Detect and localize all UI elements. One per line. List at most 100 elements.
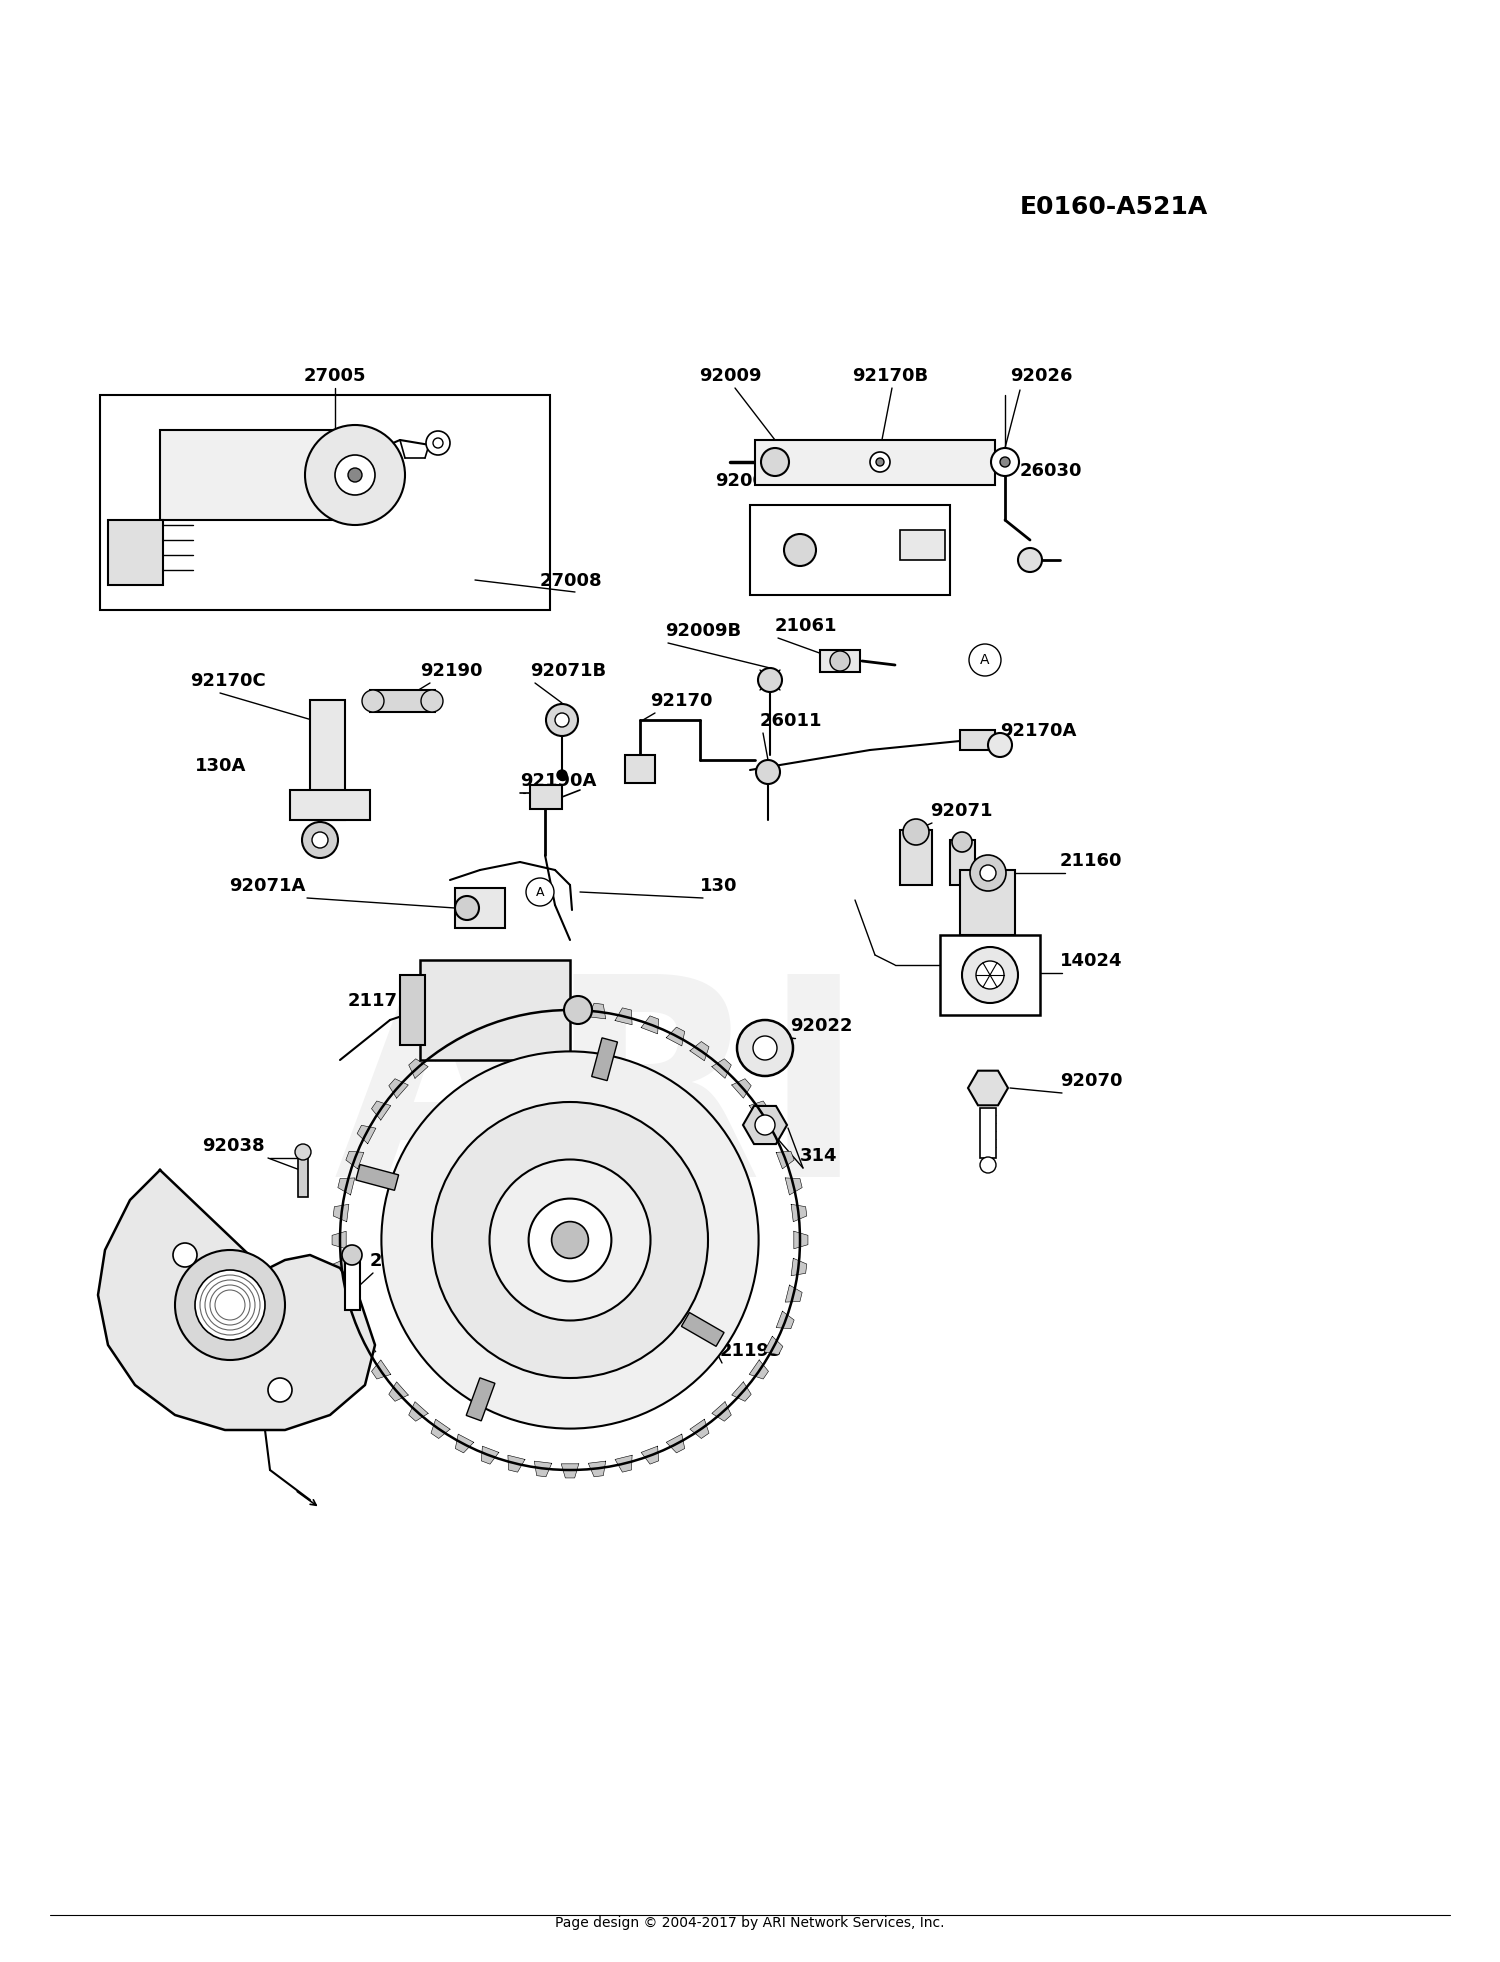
Circle shape — [348, 469, 361, 483]
Polygon shape — [742, 1107, 788, 1144]
Text: 92170B: 92170B — [852, 367, 928, 385]
Text: ARI: ARI — [334, 965, 866, 1234]
Circle shape — [760, 447, 789, 477]
Polygon shape — [338, 1285, 356, 1303]
Polygon shape — [712, 1401, 732, 1420]
Circle shape — [758, 667, 782, 693]
Polygon shape — [794, 1232, 808, 1248]
Text: Page design © 2004-2017 by ARI Network Services, Inc.: Page design © 2004-2017 by ARI Network S… — [555, 1917, 945, 1931]
Text: 21193: 21193 — [720, 1342, 783, 1360]
Circle shape — [976, 961, 1004, 989]
Circle shape — [969, 644, 1000, 677]
Polygon shape — [968, 1071, 1008, 1105]
Bar — [681, 1313, 724, 1346]
Circle shape — [988, 734, 1012, 757]
Polygon shape — [509, 1456, 525, 1472]
Text: 21160: 21160 — [1060, 852, 1122, 869]
Bar — [821, 649, 860, 673]
Text: 92170: 92170 — [650, 693, 712, 710]
Polygon shape — [748, 1360, 768, 1379]
Circle shape — [342, 1246, 362, 1265]
Bar — [960, 869, 1016, 936]
Text: 92190A: 92190A — [520, 771, 597, 791]
Text: 92026: 92026 — [1010, 367, 1072, 385]
Circle shape — [952, 832, 972, 852]
Polygon shape — [456, 1028, 474, 1046]
Polygon shape — [534, 1003, 552, 1018]
Circle shape — [756, 759, 780, 785]
Bar — [950, 840, 975, 885]
Polygon shape — [790, 1258, 807, 1275]
Circle shape — [426, 432, 450, 455]
Polygon shape — [509, 1008, 525, 1024]
Bar — [750, 504, 950, 594]
Polygon shape — [732, 1381, 752, 1401]
Polygon shape — [372, 1101, 392, 1120]
Circle shape — [962, 948, 1018, 1003]
Circle shape — [528, 1199, 612, 1281]
Polygon shape — [666, 1434, 684, 1454]
Text: 92070: 92070 — [1060, 1071, 1122, 1091]
Bar — [900, 530, 945, 559]
Circle shape — [362, 691, 384, 712]
Circle shape — [980, 1158, 996, 1173]
Bar — [370, 691, 435, 712]
Bar — [356, 1165, 399, 1191]
Bar — [310, 700, 345, 820]
Polygon shape — [332, 1232, 346, 1248]
Polygon shape — [430, 1419, 450, 1438]
Text: 130: 130 — [700, 877, 738, 895]
Polygon shape — [588, 1462, 606, 1477]
Text: 92170C: 92170C — [190, 673, 266, 691]
Text: 27005: 27005 — [303, 367, 366, 385]
Circle shape — [830, 651, 850, 671]
Circle shape — [296, 1144, 310, 1160]
Bar — [160, 430, 360, 520]
Text: 21061: 21061 — [776, 616, 837, 636]
Text: 26030: 26030 — [1020, 461, 1083, 481]
Circle shape — [992, 447, 1018, 477]
Circle shape — [555, 712, 568, 728]
Circle shape — [903, 818, 928, 846]
Circle shape — [172, 1244, 196, 1267]
Text: 92038: 92038 — [202, 1138, 266, 1156]
Polygon shape — [776, 1152, 794, 1169]
Circle shape — [753, 1036, 777, 1059]
Polygon shape — [333, 1205, 350, 1222]
Text: 92071B: 92071B — [530, 661, 606, 681]
Text: 92071: 92071 — [930, 802, 993, 820]
Circle shape — [268, 1377, 292, 1403]
Bar — [940, 936, 1040, 1014]
Circle shape — [980, 865, 996, 881]
Circle shape — [334, 455, 375, 494]
Polygon shape — [357, 1126, 376, 1144]
Polygon shape — [456, 1434, 474, 1454]
Polygon shape — [615, 1008, 632, 1024]
Polygon shape — [333, 1258, 350, 1275]
Text: A: A — [981, 653, 990, 667]
Bar — [980, 1109, 996, 1158]
Circle shape — [526, 879, 554, 906]
Polygon shape — [408, 1059, 428, 1079]
Bar — [420, 959, 570, 1059]
Text: E0160-A521A: E0160-A521A — [1020, 194, 1209, 220]
Polygon shape — [784, 1177, 802, 1195]
Circle shape — [422, 691, 442, 712]
Polygon shape — [98, 1169, 375, 1430]
Circle shape — [870, 451, 889, 473]
Circle shape — [381, 1052, 759, 1428]
Polygon shape — [764, 1126, 783, 1144]
Bar — [345, 1256, 360, 1311]
Bar — [626, 755, 656, 783]
Text: 92009A: 92009A — [716, 473, 792, 490]
Bar — [108, 520, 164, 585]
Circle shape — [195, 1269, 266, 1340]
Polygon shape — [748, 1101, 768, 1120]
Polygon shape — [561, 1003, 579, 1016]
Polygon shape — [640, 1446, 658, 1464]
Polygon shape — [346, 1311, 364, 1328]
Polygon shape — [561, 1464, 579, 1477]
Polygon shape — [357, 1336, 376, 1354]
Circle shape — [176, 1250, 285, 1360]
Polygon shape — [732, 1079, 752, 1099]
